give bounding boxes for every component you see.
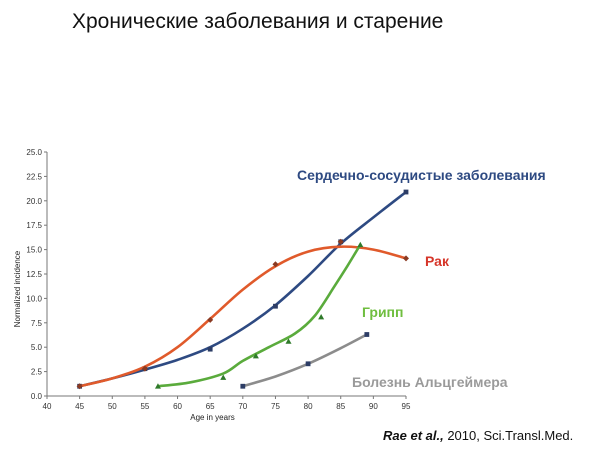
y-tick-label: 5.0 [31,343,43,352]
y-axis-title: Normalized incidence [13,250,22,327]
x-tick-label: 60 [173,402,182,411]
influenza-data-point [154,383,161,389]
cardiovascular-series-line [78,190,408,388]
alzheimer-series-line [241,333,369,388]
cancer-data-point [337,238,344,245]
influenza-data-point [285,338,292,344]
y-tick-label: 20.0 [26,197,42,206]
x-tick-label: 70 [238,402,247,411]
y-tick-label: 22.5 [26,172,42,181]
page-title: Хронические заболевания и старение [72,10,444,33]
influenza-label: Грипп [362,304,403,320]
cardiovascular-label: Сердечно-сосудистые заболевания [297,167,546,183]
citation-authors: Rae et al., [383,428,444,443]
cancer-data-point [403,255,409,262]
x-tick-label: 90 [369,402,378,411]
influenza-data-point [318,313,325,320]
x-tick-label: 95 [402,402,411,411]
x-tick-label: 85 [336,402,345,411]
alzheimer-data-point [364,332,370,337]
x-tick-label: 40 [43,402,52,411]
cancer-data-point [76,383,83,390]
cardiovascular-data-point [403,189,409,195]
influenza-data-point [252,352,259,359]
cancer-series-line [78,245,408,388]
y-tick-label: 17.5 [26,221,42,230]
citation: Rae et al., 2010, Sci.Transl.Med. [383,428,573,443]
cardiovascular-data-point [273,303,278,309]
y-tick-label: 15.0 [26,246,42,255]
y-tick-label: 10.0 [26,294,42,303]
x-tick-label: 45 [75,402,84,411]
influenza-series-line [156,243,362,388]
x-tick-label: 75 [271,402,280,411]
influenza-data-point [220,374,227,380]
y-tick-label: 7.5 [31,319,43,328]
alzheimer-data-point [305,361,311,367]
x-tick-label: 80 [304,402,313,411]
x-tick-label: 65 [206,402,215,411]
x-tick-label: 55 [140,402,149,411]
cancer-data-point [141,365,148,372]
cardiovascular-data-point [207,346,213,352]
x-tick-label: 50 [108,402,117,411]
cancer-data-point [272,261,279,268]
y-tick-label: 12.5 [26,270,42,279]
citation-source: 2010, Sci.Transl.Med. [443,428,574,443]
influenza-data-point [357,241,364,248]
y-tick-label: 25.0 [26,148,42,157]
alzheimer-data-point [240,383,246,389]
cancer-data-point [207,316,214,323]
x-axis-title: Age in years [190,413,234,422]
cancer-label: Рак [425,253,450,269]
y-tick-label: 0.0 [31,392,43,401]
alzheimer-label: Болезнь Альцгеймера [352,374,508,390]
y-tick-label: 2.5 [31,368,43,377]
